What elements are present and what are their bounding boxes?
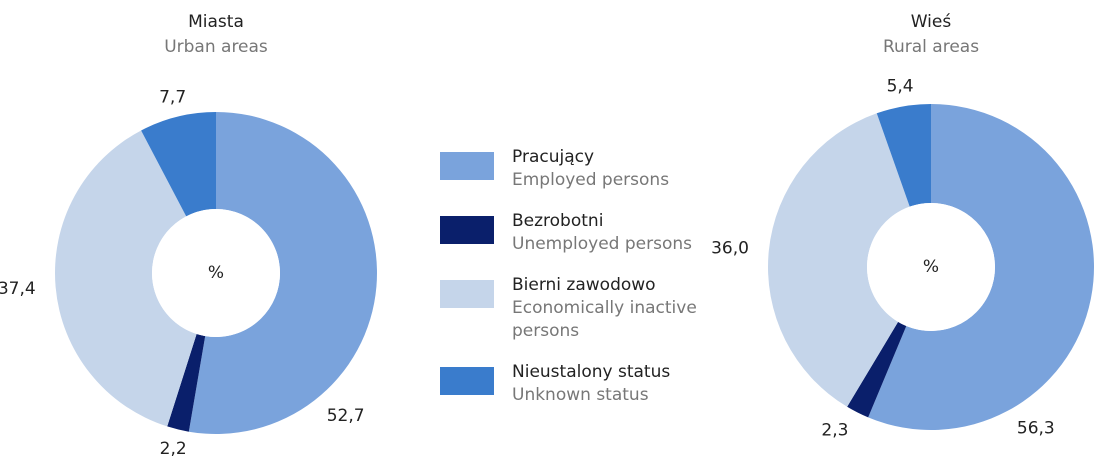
donut-slice <box>876 104 931 207</box>
chart-subtitle: Rural areas <box>883 37 979 57</box>
data-label: 37,4 <box>0 279 36 299</box>
legend-label: Pracujący <box>512 147 595 167</box>
donut-slice <box>141 112 216 217</box>
donut-hole <box>152 209 280 337</box>
donut-slice <box>54 130 197 427</box>
chart-title: Miasta <box>188 12 244 32</box>
legend-swatch <box>440 216 494 244</box>
data-label: 52,7 <box>327 406 365 426</box>
donut-slice <box>188 112 377 434</box>
donut-slice <box>868 104 1094 430</box>
center-label: % <box>208 263 224 283</box>
chart-title: Wieś <box>911 12 952 32</box>
legend-swatch <box>440 367 494 395</box>
legend-item: Pracujący Employed persons <box>440 146 740 192</box>
legend-swatch <box>440 280 494 308</box>
chart-subtitle: Urban areas <box>164 37 268 57</box>
legend-text: Nieustalony status Unknown status <box>512 361 712 407</box>
legend-label-en: Unknown status <box>512 385 649 405</box>
legend-label-en: Employed persons <box>512 170 670 190</box>
legend-item: Bierni zawodowo Economically inactive per… <box>440 274 740 343</box>
donut-hole <box>867 203 995 331</box>
center-label: % <box>923 257 939 277</box>
donut-slice <box>847 321 907 418</box>
legend-item: Nieustalony status Unknown status <box>440 361 740 407</box>
legend-label: Bezrobotni <box>512 211 604 231</box>
legend-text: Bierni zawodowo Economically inactive per… <box>512 274 712 343</box>
data-label: 36,0 <box>711 239 749 259</box>
data-label: 5,4 <box>887 77 914 97</box>
data-label: 2,3 <box>821 420 848 440</box>
legend-label: Bierni zawodowo <box>512 275 656 295</box>
donut-slice <box>167 333 206 432</box>
data-label: 2,2 <box>160 439 187 458</box>
legend-swatch <box>440 152 494 180</box>
legend-label-en: Economically inactive persons <box>512 298 697 341</box>
legend: Pracujący Employed persons Bezrobotni Unemp… <box>440 146 740 425</box>
legend-item: Bezrobotni Unemployed persons <box>440 210 740 256</box>
legend-text: Pracujący Employed persons <box>512 146 712 192</box>
legend-text: Bezrobotni Unemployed persons <box>512 210 712 256</box>
data-label: 7,7 <box>159 87 186 107</box>
legend-label-en: Unemployed persons <box>512 234 692 254</box>
legend-label: Nieustalony status <box>512 362 671 382</box>
data-label: 56,3 <box>1017 419 1055 439</box>
donut-slice <box>767 113 910 407</box>
